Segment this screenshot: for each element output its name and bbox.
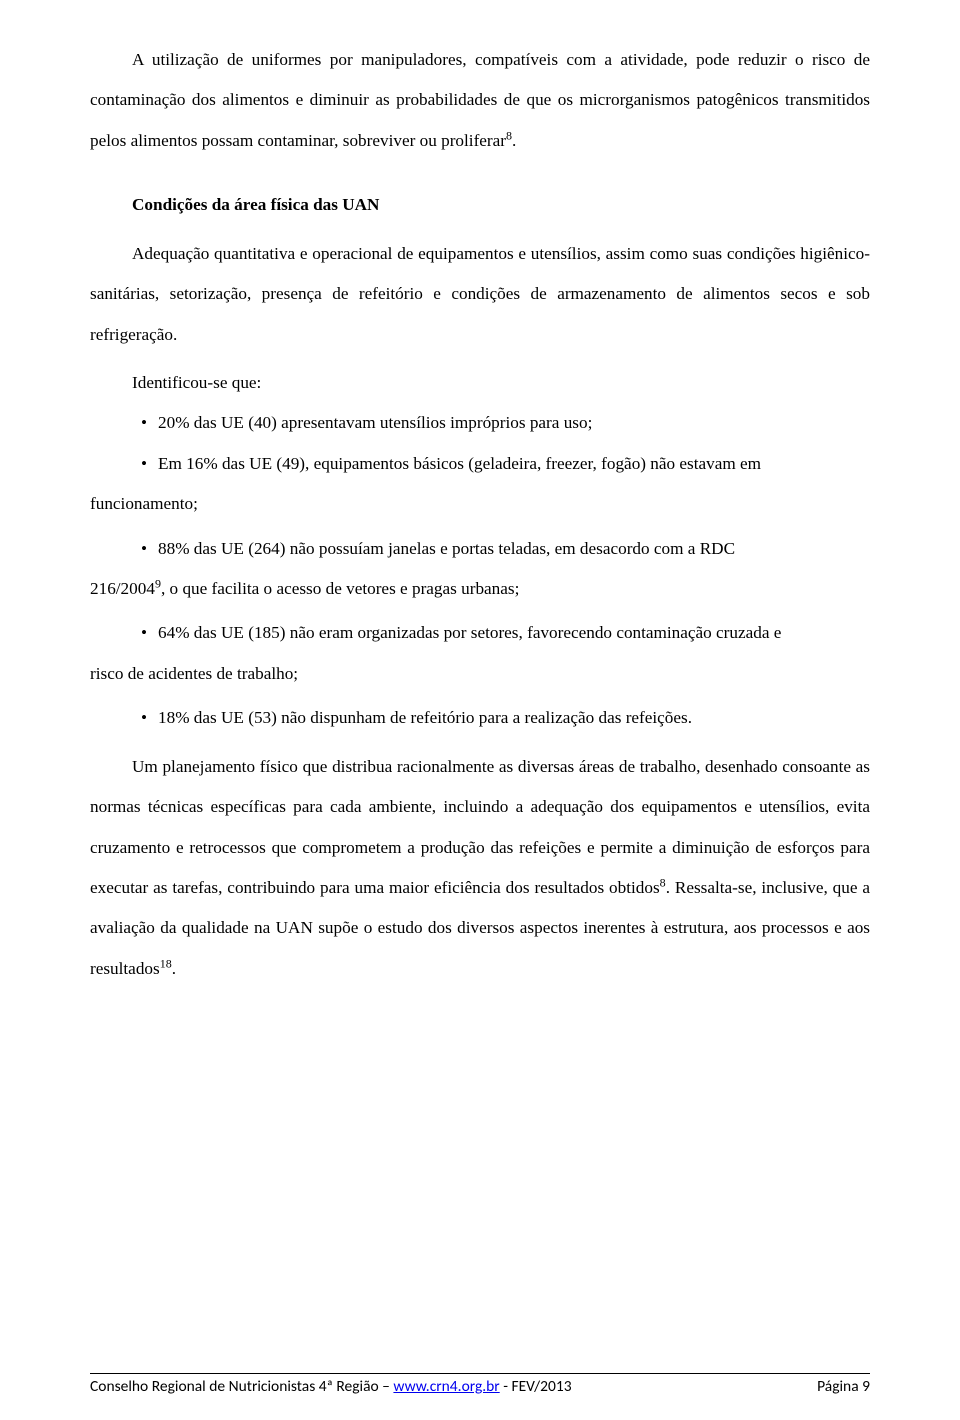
bullet-text: 88% das UE (264) não possuíam janelas e …	[158, 539, 735, 558]
text: , o que facilita o acesso de vetores e p…	[161, 579, 519, 598]
text: .	[512, 131, 516, 150]
bullet-list: 20% das UE (40) apresentavam utensílios …	[90, 403, 870, 738]
bullet-item: Em 16% das UE (49), equipamentos básicos…	[90, 444, 870, 484]
text: Um planejamento físico que distribua rac…	[90, 757, 870, 897]
bullet-continuation: risco de acidentes de trabalho;	[90, 654, 870, 694]
bullet-text: 18% das UE (53) não dispunham de refeitó…	[158, 708, 692, 727]
footer-rule	[90, 1373, 870, 1374]
text: 216/2004	[90, 579, 155, 598]
bullet-item: 64% das UE (185) não eram organizadas po…	[90, 613, 870, 653]
paragraph-planejamento: Um planejamento físico que distribua rac…	[90, 747, 870, 990]
bullet-item: 88% das UE (264) não possuíam janelas e …	[90, 529, 870, 569]
text: A utilização de uniformes por manipulado…	[90, 50, 870, 150]
footer-text: Conselho Regional de Nutricionistas 4ª R…	[90, 1377, 393, 1396]
bullet-item: 18% das UE (53) não dispunham de refeitó…	[90, 698, 870, 738]
bullet-continuation: funcionamento;	[90, 484, 870, 524]
footer-page-number: Página 9	[817, 1377, 870, 1396]
footer-text: - FEV/2013	[500, 1377, 572, 1396]
bullet-text: Em 16% das UE (49), equipamentos básicos…	[158, 454, 761, 473]
bullet-text: 20% das UE (40) apresentavam utensílios …	[158, 413, 592, 432]
page-footer: Conselho Regional de Nutricionistas 4ª R…	[90, 1373, 870, 1396]
document-page: A utilização de uniformes por manipulado…	[0, 0, 960, 1420]
citation-sup: 18	[160, 956, 172, 970]
paragraph-uniforms: A utilização de uniformes por manipulado…	[90, 40, 870, 161]
bullet-item: 20% das UE (40) apresentavam utensílios …	[90, 403, 870, 443]
footer-link[interactable]: www.crn4.org.br	[393, 1377, 499, 1396]
section-heading-condicoes: Condições da área física das UAN	[90, 185, 870, 225]
paragraph-adequacao: Adequação quantitativa e operacional de …	[90, 234, 870, 355]
bullet-continuation: 216/20049, o que facilita o acesso de ve…	[90, 569, 870, 609]
bullet-text: 64% das UE (185) não eram organizadas po…	[158, 623, 781, 642]
footer-left: Conselho Regional de Nutricionistas 4ª R…	[90, 1377, 572, 1396]
footer-line: Conselho Regional de Nutricionistas 4ª R…	[90, 1377, 870, 1396]
text: .	[172, 959, 176, 978]
paragraph-identificou: Identificou-se que:	[90, 363, 870, 403]
